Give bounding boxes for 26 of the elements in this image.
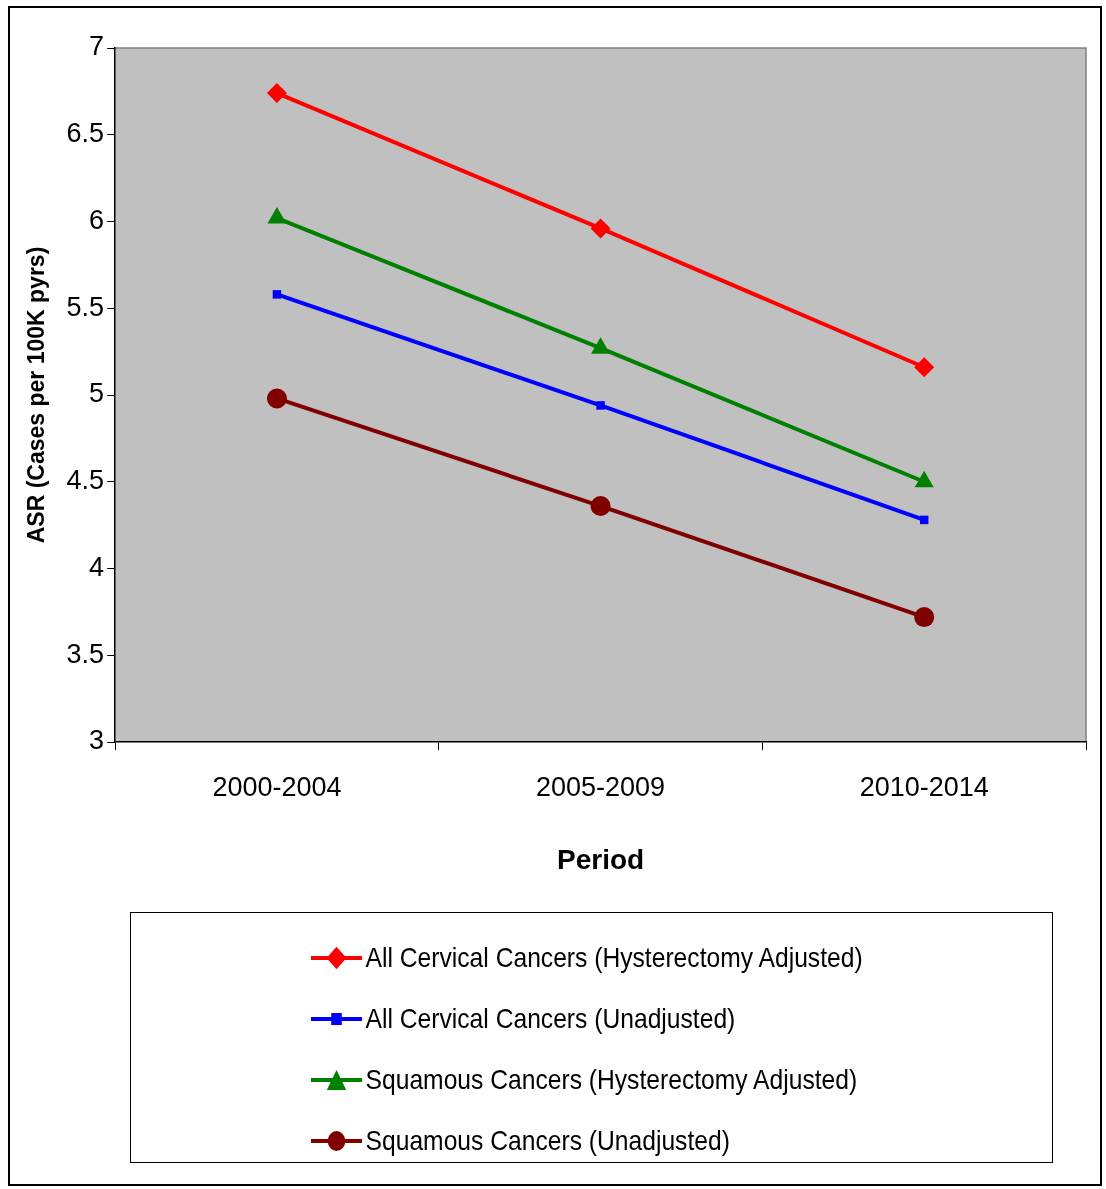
point (590, 218, 611, 239)
y-axis-title: ASR (Cases per 100K pyrs) (23, 246, 50, 544)
x-axis-title: Period (557, 843, 645, 875)
x-tick-label: 2005-2009 (536, 771, 666, 802)
point (266, 83, 287, 104)
y-tick-label: 5.5 (66, 291, 105, 322)
point (596, 401, 605, 410)
y-tick-label: 6.5 (66, 118, 105, 149)
y-tick-label: 4 (89, 551, 105, 582)
point (272, 290, 282, 299)
y-tick-label: 6 (89, 204, 105, 235)
y-tick-label: 7 (89, 31, 105, 62)
legend-label: Squamous Cancers (Hysterectomy Adjusted) (365, 1063, 858, 1096)
point (914, 607, 935, 628)
legend-label: Squamous Cancers (Unadjusted) (365, 1124, 730, 1157)
y-tick-label: 5 (89, 378, 105, 409)
legend-label: All Cervical Cancers (Unadjusted) (365, 1002, 736, 1035)
x-tick-label: 2000-2004 (212, 771, 342, 802)
legend-label: All Cervical Cancers (Hysterectomy Adjusted) (365, 941, 863, 974)
point (914, 357, 935, 378)
y-tick-label: 3 (89, 725, 105, 756)
point (266, 388, 287, 409)
point (590, 496, 611, 517)
y-tick-label: 4.5 (66, 465, 105, 496)
y-tick-label: 3.5 (66, 638, 105, 669)
x-tick-label: 2010-2014 (859, 771, 989, 802)
